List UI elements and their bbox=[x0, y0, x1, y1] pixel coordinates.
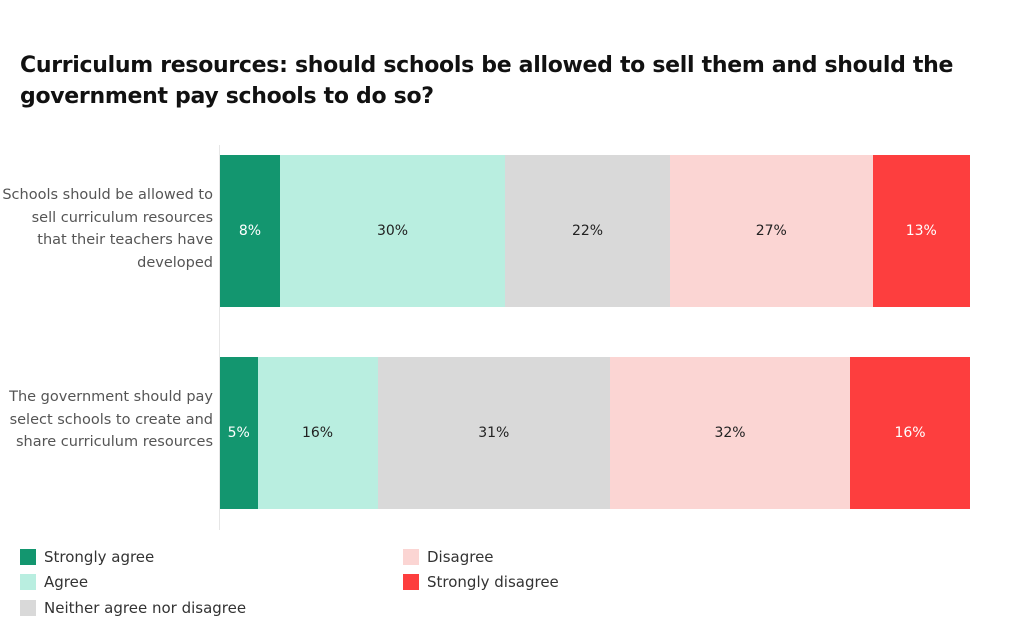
bar-row-1: 5% 16% 31% 32% 16% bbox=[220, 357, 970, 509]
chart-title: Curriculum resources: should schools be … bbox=[20, 53, 954, 109]
bar-segment-0-0: 8% bbox=[220, 155, 280, 307]
legend-swatch bbox=[20, 574, 36, 590]
bar-segment-0-2: 22% bbox=[505, 155, 670, 307]
bar-segment-1-0: 5% bbox=[220, 357, 258, 509]
bar-segment-0-1: 30% bbox=[280, 155, 505, 307]
legend-item: Disagree bbox=[403, 547, 494, 567]
bar-row-0: 8% 30% 22% 27% 13% bbox=[220, 155, 970, 307]
legend-label: Agree bbox=[44, 573, 89, 591]
legend-item: Strongly disagree bbox=[403, 572, 559, 592]
legend-swatch bbox=[20, 549, 36, 565]
data-label: 22% bbox=[571, 223, 604, 239]
data-label: 16% bbox=[894, 425, 926, 441]
bar-segment-1-1: 16% bbox=[257, 357, 378, 509]
data-label: 30% bbox=[376, 223, 409, 239]
bar-segment-1-3: 32% bbox=[610, 357, 850, 509]
legend-item: Agree bbox=[20, 572, 88, 592]
legend-swatch bbox=[20, 600, 36, 616]
legend-item: Neither agree nor disagree bbox=[20, 598, 246, 618]
legend-item: Strongly agree bbox=[20, 547, 154, 567]
legend-swatch bbox=[403, 549, 419, 565]
bar-segment-0-3: 27% bbox=[670, 155, 873, 307]
legend-swatch bbox=[403, 574, 419, 590]
legend-label: Strongly agree bbox=[44, 548, 155, 566]
data-label: 13% bbox=[905, 223, 937, 239]
legend-label: Disagree bbox=[427, 548, 494, 566]
bar-segment-1-4: 16% bbox=[850, 357, 970, 509]
bar-segment-0-4: 13% bbox=[872, 155, 970, 307]
legend-label: Neither agree nor disagree bbox=[44, 599, 247, 617]
bar-segment-1-2: 31% bbox=[377, 357, 610, 509]
legend-label: Strongly disagree bbox=[427, 573, 559, 591]
category-label-0: Schools should be allowed to sell curric… bbox=[2, 187, 213, 271]
data-label: 27% bbox=[755, 223, 787, 239]
data-label: 16% bbox=[301, 425, 334, 441]
data-label: 5% bbox=[227, 425, 250, 441]
y-axis-line bbox=[219, 145, 220, 530]
data-label: 32% bbox=[714, 425, 746, 441]
data-label: 31% bbox=[478, 425, 510, 441]
category-label-1: The government should pay select schools… bbox=[9, 389, 213, 450]
data-label: 8% bbox=[238, 223, 262, 239]
